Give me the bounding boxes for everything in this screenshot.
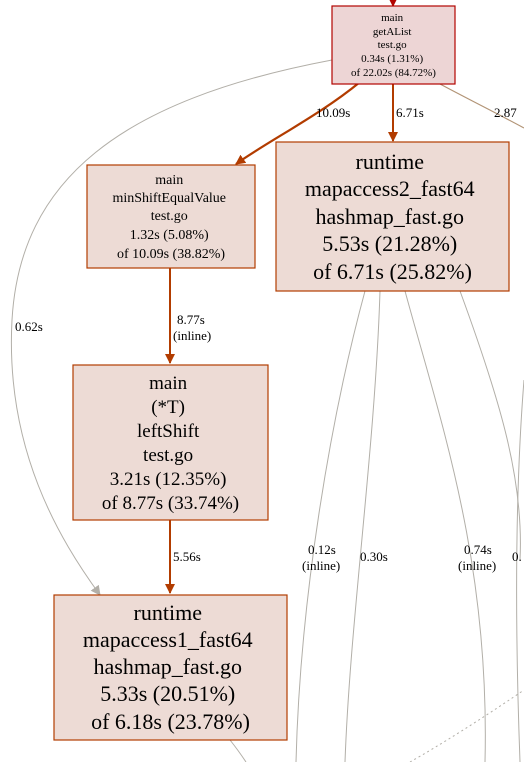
edge-right-side-curve [516,379,524,762]
edge-getalist-to-minshift [235,81,361,165]
edge-getalist-to-mapaccess1 [10,59,333,596]
edge-mapaccess2-down-b [344,290,381,762]
edge-dotted-bottom-right [409,689,524,762]
edge-label-0-dot: 0. [512,549,522,564]
edge-label-5-56s: 5.56s [173,549,201,564]
svg-text:runtime mapaccess1_fast6: runtime mapaccess1_fast64 hashmap_fast.g… [83,600,258,734]
edge-mapaccess2-down-c [404,290,486,762]
svg-text:main (*T) leftShif: main (*T) leftShift test.go 3.21s (12.35… [102,373,239,514]
node-leftshift[interactable]: main (*T) leftShift test.go 3.21s (12.35… [72,364,269,521]
edge-label-8-77s: 8.77s (inline) [173,312,211,343]
edge-label-6-71s: 6.71s [396,105,424,120]
edge-label-10-09s: 10.09s [316,105,350,120]
edge-getalist-to-offscreen [439,83,524,129]
edge-mapaccess1-down [229,739,247,762]
node-minshiftequalvalue[interactable]: main minShiftEqualValue test.go 1.32s (5… [86,164,256,269]
edge-label-0-12s: 0.12s (inline) [302,542,340,573]
edge-label-0-62s: 0.62s [15,319,43,334]
edge-mapaccess2-down-d [459,290,521,561]
edge-label-2-87: 2.87 [494,105,517,120]
node-mapaccess2-fast64[interactable]: runtime mapaccess2_fast64 hashmap_fast.g… [275,141,510,292]
edge-label-0-30s: 0.30s [360,549,388,564]
svg-text:main getAList test: main getAList test.go 0.34s (1.31%) of 2… [351,12,436,79]
edge-label-0-74s: 0.74s (inline) [458,542,496,573]
node-getalist[interactable]: main getAList test.go 0.34s (1.31%) of 2… [331,5,456,85]
node-mapaccess1-fast64[interactable]: runtime mapaccess1_fast64 hashmap_fast.g… [53,594,288,741]
edge-mapaccess2-down-a [295,290,366,762]
svg-text:runtime mapaccess2_fast6: runtime mapaccess2_fast64 hashmap_fast.g… [305,149,480,284]
svg-text:main minShiftEqualValue: main minShiftEqualValue test.go 1.32s (5… [112,173,229,262]
